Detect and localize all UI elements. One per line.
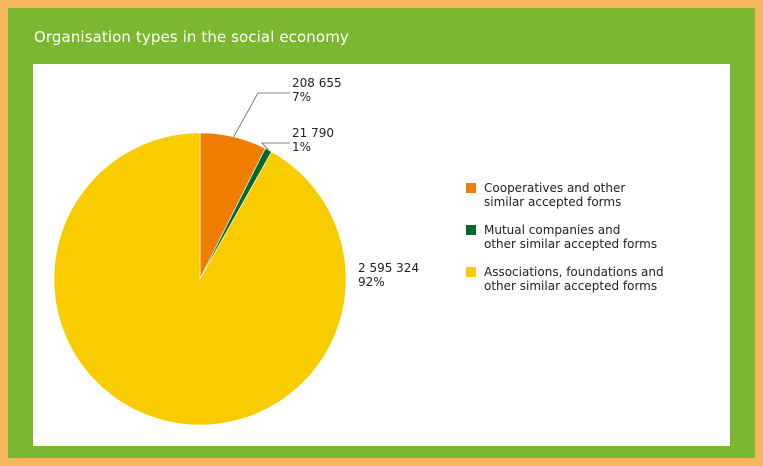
slice-percent-label-2: 92% — [358, 275, 385, 289]
slice-percent-label-0: 7% — [292, 90, 311, 104]
leader-line-1 — [261, 142, 290, 151]
slice-percent-label-1: 1% — [292, 140, 311, 154]
legend-swatch-1 — [466, 225, 476, 235]
legend-swatch-2 — [466, 267, 476, 277]
legend-label-2-line-1: other similar accepted forms — [484, 279, 657, 293]
legend-swatch-0 — [466, 183, 476, 193]
legend-label-0-line-0: Cooperatives and other — [484, 181, 625, 195]
slice-value-label-0: 208 655 — [292, 76, 342, 90]
slice-value-label-2: 2 595 324 — [358, 261, 419, 275]
leader-line-0 — [233, 92, 290, 138]
legend-label-0-line-1: similar accepted forms — [484, 195, 621, 209]
pie-slice-2 — [53, 132, 347, 426]
legend-label-1-line-0: Mutual companies and — [484, 223, 620, 237]
legend-label-1-line-1: other similar accepted forms — [484, 237, 657, 251]
chart-title: Organisation types in the social economy — [34, 28, 349, 46]
legend-label-2-line-0: Associations, foundations and — [484, 265, 664, 279]
slice-value-label-1: 21 790 — [292, 126, 334, 140]
